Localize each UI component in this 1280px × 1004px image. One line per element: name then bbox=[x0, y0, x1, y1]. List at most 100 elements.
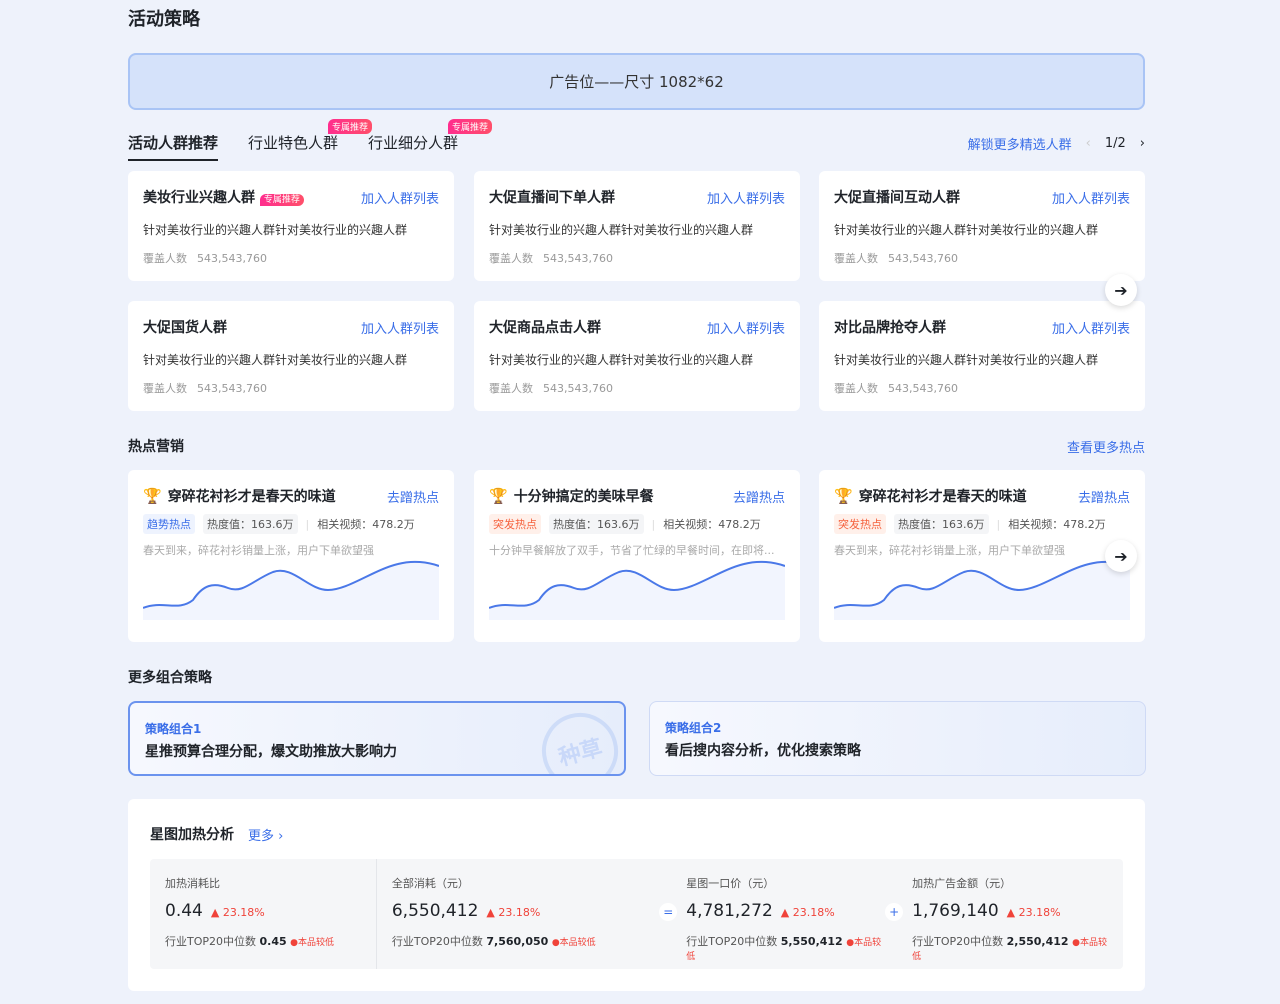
tab-bar: 活动人群推荐 行业特色人群 专属推荐 行业细分人群 专属推荐 bbox=[128, 119, 493, 161]
next-arrow-button[interactable]: ➔ bbox=[1105, 540, 1137, 572]
warning-icon: ● bbox=[1072, 938, 1080, 948]
crowd-desc: 针对美妆行业的兴趣人群针对美妆行业的兴趣人群 bbox=[143, 223, 408, 237]
add-to-crowd-list-link[interactable]: 加入人群列表 bbox=[360, 191, 439, 207]
bench-value: 5,550,412 bbox=[780, 935, 843, 948]
hot-section-title: 热点营销 bbox=[128, 439, 184, 455]
bench-label: 行业TOP20中位数 bbox=[686, 935, 778, 948]
related-videos: 相关视频：478.2万 bbox=[1008, 518, 1106, 531]
hot-title: 穿碎花衬衫才是春天的味道 bbox=[858, 489, 1027, 505]
tab-label: 行业细分人群 bbox=[368, 134, 459, 152]
crowd-desc: 针对美妆行业的兴趣人群针对美妆行业的兴趣人群 bbox=[834, 223, 1099, 237]
hot-type-tag: 趋势热点 bbox=[143, 514, 195, 534]
hot-type-tag: 突发热点 bbox=[489, 514, 541, 534]
crowd-card: 大促商品点击人群 加入人群列表 针对美妆行业的兴趣人群针对美妆行业的兴趣人群 覆… bbox=[474, 301, 800, 411]
exclusive-badge: 专属推荐 bbox=[259, 194, 304, 206]
operator-icon: = bbox=[659, 903, 678, 921]
crowd-title: 对比品牌抢夺人群 bbox=[834, 320, 946, 336]
related-videos: 相关视频：478.2万 bbox=[663, 518, 761, 531]
crowd-desc: 针对美妆行业的兴趣人群针对美妆行业的兴趣人群 bbox=[489, 223, 754, 237]
tab-label: 活动人群推荐 bbox=[128, 134, 219, 152]
ad-banner[interactable]: 广告位——尺寸 1082*62 bbox=[128, 53, 1145, 110]
heat-value: 热度值：163.6万 bbox=[549, 514, 644, 534]
tab-industry-segment[interactable]: 行业细分人群 专属推荐 bbox=[368, 119, 493, 161]
tab-industry-feature[interactable]: 行业特色人群 专属推荐 bbox=[248, 119, 373, 161]
cover-count: 543,543,760 bbox=[888, 382, 958, 395]
ad-banner-text: 广告位——尺寸 1082*62 bbox=[549, 73, 724, 91]
trophy-icon: 🏆 bbox=[489, 487, 508, 505]
crowd-desc: 针对美妆行业的兴趣人群针对美妆行业的兴趣人群 bbox=[143, 353, 408, 367]
cover-label: 覆盖人数 bbox=[489, 382, 533, 395]
bench-note: 本品较低 bbox=[559, 938, 596, 948]
hot-card: 🏆 十分钟搞定的美味早餐 去蹭热点 突发热点 热度值：163.6万 | 相关视频：478… bbox=[474, 470, 800, 642]
join-hot-link[interactable]: 去蹭热点 bbox=[1077, 490, 1130, 506]
prev-page-icon[interactable]: ‹ bbox=[1085, 136, 1091, 151]
metric-item: 全部消耗（元） 6,550,412 ▲ 23.18% 行业TOP20中位数 7,5… bbox=[375, 859, 671, 969]
view-more-hot-link[interactable]: 查看更多热点 bbox=[1066, 441, 1145, 456]
crowd-title: 大促商品点击人群 bbox=[489, 320, 601, 336]
bench-label: 行业TOP20中位数 bbox=[391, 935, 483, 948]
trophy-icon: 🏆 bbox=[143, 487, 162, 505]
exclusive-badge: 专属推荐 bbox=[328, 119, 373, 134]
crowd-desc: 针对美妆行业的兴趣人群针对美妆行业的兴趣人群 bbox=[834, 353, 1099, 367]
cover-count: 543,543,760 bbox=[543, 382, 613, 395]
add-to-crowd-list-link[interactable]: 加入人群列表 bbox=[706, 321, 785, 337]
hot-type-tag: 突发热点 bbox=[834, 514, 886, 534]
hot-title: 穿碎花衬衫才是春天的味道 bbox=[167, 489, 336, 505]
tab-label: 行业特色人群 bbox=[248, 134, 339, 152]
trend-area bbox=[489, 561, 785, 620]
join-hot-link[interactable]: 去蹭热点 bbox=[386, 490, 439, 506]
add-to-crowd-list-link[interactable]: 加入人群列表 bbox=[1051, 321, 1130, 337]
add-to-crowd-list-link[interactable]: 加入人群列表 bbox=[360, 321, 439, 337]
analysis-panel: 星图加热分析 更多 › 加热消耗比 0.44 ▲ 23.18% 行业TOP20中位… bbox=[128, 799, 1145, 991]
crowd-desc: 针对美妆行业的兴趣人群针对美妆行业的兴趣人群 bbox=[489, 353, 754, 367]
trophy-icon: 🏆 bbox=[834, 487, 853, 505]
crowd-card: 大促国货人群 加入人群列表 针对美妆行业的兴趣人群针对美妆行业的兴趣人群 覆盖人… bbox=[128, 301, 454, 411]
crowd-card: 大促直播间下单人群 加入人群列表 针对美妆行业的兴趣人群针对美妆行业的兴趣人群 … bbox=[474, 171, 800, 281]
unlock-more-link[interactable]: 解锁更多精选人群 bbox=[967, 138, 1072, 153]
trend-sparkline bbox=[834, 560, 1130, 620]
tab-activity-crowd[interactable]: 活动人群推荐 bbox=[128, 132, 219, 161]
combo-key: 策略组合1 bbox=[145, 722, 202, 736]
metric-label: 加热消耗比 bbox=[165, 877, 220, 890]
analysis-more-link[interactable]: 更多 › bbox=[248, 829, 284, 844]
metrics-row: 加热消耗比 0.44 ▲ 23.18% 行业TOP20中位数 0.45 ●本品较低… bbox=[150, 859, 1123, 969]
combo-card-1[interactable]: 策略组合1 星推预算合理分配，爆文助推放大影响力 种草 bbox=[128, 701, 626, 776]
add-to-crowd-list-link[interactable]: 加入人群列表 bbox=[706, 191, 785, 207]
crowd-card: 大促直播间互动人群 加入人群列表 针对美妆行业的兴趣人群针对美妆行业的兴趣人群 … bbox=[819, 171, 1145, 281]
cover-label: 覆盖人数 bbox=[834, 252, 878, 265]
bench-value: 2,550,412 bbox=[1006, 935, 1069, 948]
join-hot-link[interactable]: 去蹭热点 bbox=[732, 490, 785, 506]
next-page-icon[interactable]: › bbox=[1139, 136, 1145, 151]
trend-line bbox=[834, 560, 1130, 609]
metric-change: ▲ 23.18% bbox=[486, 906, 541, 919]
hot-card: 🏆 穿碎花衬衫才是春天的味道 去蹭热点 趋势热点 热度值：163.6万 | 相关视频：4… bbox=[128, 470, 454, 642]
combo-value: 星推预算合理分配，爆文助推放大影响力 bbox=[145, 744, 397, 760]
trend-area bbox=[143, 561, 439, 620]
hot-title-wrap: 🏆 穿碎花衬衫才是春天的味道 bbox=[143, 486, 336, 506]
metric-value: 4,781,272 bbox=[686, 901, 773, 921]
cover-count: 543,543,760 bbox=[888, 252, 958, 265]
crowd-title: 大促直播间互动人群 bbox=[834, 190, 960, 206]
bench-note: 本品较低 bbox=[686, 938, 882, 962]
bench-label: 行业TOP20中位数 bbox=[165, 935, 257, 948]
warning-icon: ● bbox=[551, 938, 560, 948]
crowd-title-wrap: 大促商品点击人群 bbox=[489, 317, 601, 337]
next-arrow-button[interactable]: ➔ bbox=[1105, 274, 1137, 306]
cover-label: 覆盖人数 bbox=[834, 382, 878, 395]
exclusive-badge: 专属推荐 bbox=[448, 119, 493, 134]
page-indicator: 1/2 bbox=[1104, 136, 1126, 151]
metric-label: 星图一口价（元） bbox=[686, 877, 775, 890]
cover-label: 覆盖人数 bbox=[489, 252, 533, 265]
metric-label: 加热广告金额（元） bbox=[912, 877, 1012, 890]
stamp-seal: 种草 bbox=[533, 704, 624, 774]
hot-desc: 十分钟早餐解放了双手，节省了忙绿的早餐时间，在即将... bbox=[489, 544, 775, 557]
combo-card-2[interactable]: 策略组合2 看后搜内容分析，优化搜索策略 bbox=[649, 701, 1146, 776]
hot-desc: 春天到来，碎花衬衫销量上涨，用户下单欲望强 bbox=[834, 544, 1065, 557]
operator-icon: + bbox=[885, 903, 904, 921]
crowd-title: 大促直播间下单人群 bbox=[489, 190, 615, 206]
analysis-title: 星图加热分析 bbox=[150, 827, 234, 843]
add-to-crowd-list-link[interactable]: 加入人群列表 bbox=[1051, 191, 1130, 207]
metric-change: ▲ 23.18% bbox=[1006, 906, 1061, 919]
hot-title-wrap: 🏆 十分钟搞定的美味早餐 bbox=[489, 486, 654, 506]
trend-sparkline bbox=[489, 560, 785, 620]
